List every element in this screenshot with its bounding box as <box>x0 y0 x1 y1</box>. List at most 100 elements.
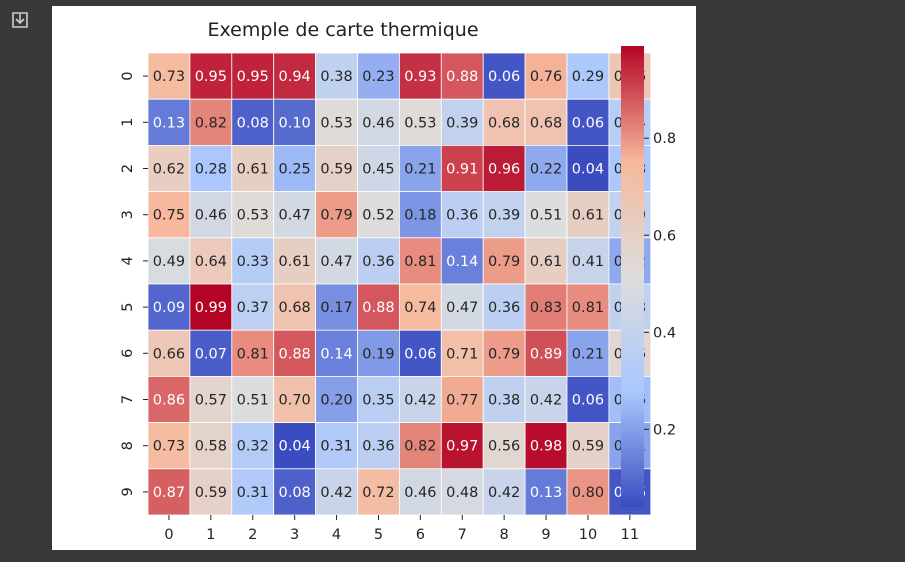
heatmap-cell <box>273 283 316 331</box>
cell-value-label: 0.94 <box>279 69 311 85</box>
heatmap-cell <box>189 144 233 192</box>
heatmap-cell <box>357 422 400 470</box>
heatmap-cell <box>189 375 233 423</box>
cell-value-label: 0.58 <box>195 439 227 455</box>
x-tick-label: 9 <box>541 527 550 543</box>
cell-value-label: 0.82 <box>195 115 227 131</box>
cell-value-label: 0.51 <box>237 393 269 409</box>
chart-title: Exemple de carte thermique <box>207 19 478 41</box>
cell-value-label: 0.13 <box>153 115 185 131</box>
colorbar-tick-label: 0.6 <box>653 228 676 244</box>
cell-value-label: 0.80 <box>572 485 604 501</box>
cell-value-label: 0.99 <box>195 300 227 316</box>
x-axis: 0 1 2 3 4 5 6 7 8 9 10 11 <box>164 515 639 543</box>
cell-value-label: 0.61 <box>572 208 604 224</box>
cell-value-label: 0.74 <box>404 300 436 316</box>
heatmap-cell <box>273 329 316 377</box>
x-tick-label: 1 <box>206 527 215 543</box>
heatmap-cell <box>524 375 568 423</box>
heatmap-cell <box>524 468 568 516</box>
heatmap-cell <box>189 191 233 239</box>
heatmap-cell <box>147 237 191 285</box>
heatmap-cell <box>524 52 568 100</box>
cell-value-label: 0.76 <box>530 69 562 85</box>
cell-value-label: 0.47 <box>320 254 352 270</box>
cell-value-label: 0.77 <box>446 393 478 409</box>
heatmap-cell <box>357 52 400 100</box>
heatmap-cell <box>357 375 400 423</box>
cell-value-label: 0.79 <box>320 208 352 224</box>
heatmap-cell <box>357 191 400 239</box>
heatmap-cell <box>440 98 484 146</box>
heatmap-cell <box>273 144 316 192</box>
colorbar: 0.2 0.4 0.6 0.8 <box>621 46 676 507</box>
y-tick-label: 3 <box>120 210 136 219</box>
cell-value-label: 0.09 <box>153 300 185 316</box>
x-tick-label: 7 <box>458 527 467 543</box>
heatmap-cell <box>315 283 358 331</box>
heatmap-cell <box>357 329 400 377</box>
cell-value-label: 0.72 <box>362 485 394 501</box>
heatmap-cell <box>273 468 316 516</box>
cell-value-label: 0.86 <box>153 393 185 409</box>
heatmap-cell <box>440 422 484 470</box>
heatmap-cell <box>566 237 610 285</box>
cell-value-label: 0.68 <box>279 300 311 316</box>
cell-value-label: 0.21 <box>404 162 436 178</box>
x-tick-label: 8 <box>500 527 509 543</box>
cell-value-label: 0.66 <box>153 346 185 362</box>
cell-value-label: 0.06 <box>572 393 604 409</box>
cell-value-label: 0.06 <box>488 69 520 85</box>
cell-value-label: 0.51 <box>530 208 562 224</box>
cell-value-label: 0.29 <box>572 69 604 85</box>
colorbar-tick-label: 0.2 <box>653 422 676 438</box>
cell-value-label: 0.25 <box>279 162 311 178</box>
cell-value-label: 0.59 <box>320 162 352 178</box>
y-tick-label: 1 <box>120 118 136 127</box>
heatmap-cell <box>440 237 484 285</box>
heatmap-cell <box>231 422 275 470</box>
x-tick-label: 5 <box>374 527 383 543</box>
heatmap-cell <box>357 144 400 192</box>
cell-value-label: 0.91 <box>446 162 478 178</box>
y-tick-label: 6 <box>120 349 136 358</box>
heatmap-cell <box>231 329 275 377</box>
heatmap-cell <box>315 237 358 285</box>
cell-value-label: 0.42 <box>488 485 520 501</box>
cell-value-label: 0.73 <box>153 69 185 85</box>
heatmap-cell <box>357 283 400 331</box>
cell-value-label: 0.95 <box>195 69 227 85</box>
x-tick-label: 6 <box>416 527 425 543</box>
heatmap-cell <box>189 329 233 377</box>
y-tick-label: 9 <box>120 487 136 496</box>
heatmap-cell <box>189 98 233 146</box>
cell-value-label: 0.39 <box>446 115 478 131</box>
cell-value-label: 0.61 <box>279 254 311 270</box>
cell-value-label: 0.68 <box>530 115 562 131</box>
cell-value-label: 0.06 <box>572 115 604 131</box>
cell-value-label: 0.81 <box>572 300 604 316</box>
cell-value-label: 0.81 <box>237 346 269 362</box>
cell-value-label: 0.61 <box>237 162 269 178</box>
cell-value-label: 0.49 <box>153 254 185 270</box>
cell-value-label: 0.14 <box>320 346 352 362</box>
heatmap-cell <box>524 237 568 285</box>
heatmap-cell <box>566 375 610 423</box>
heatmap-cell <box>315 468 358 516</box>
heatmap-cell <box>440 283 484 331</box>
cell-value-label: 0.42 <box>404 393 436 409</box>
cell-value-label: 0.39 <box>488 208 520 224</box>
cell-value-label: 0.98 <box>530 439 562 455</box>
cell-value-label: 0.83 <box>530 300 562 316</box>
output-menu-icon[interactable] <box>8 8 32 32</box>
x-tick-label: 2 <box>248 527 257 543</box>
cell-value-label: 0.13 <box>530 485 562 501</box>
cell-value-label: 0.59 <box>195 485 227 501</box>
heatmap-cell <box>189 283 233 331</box>
cell-value-label: 0.21 <box>572 346 604 362</box>
x-tick-label: 0 <box>164 527 173 543</box>
heatmap-cell <box>357 98 400 146</box>
cell-value-label: 0.36 <box>488 300 520 316</box>
cell-value-label: 0.53 <box>320 115 352 131</box>
colorbar-gradient <box>621 46 644 507</box>
